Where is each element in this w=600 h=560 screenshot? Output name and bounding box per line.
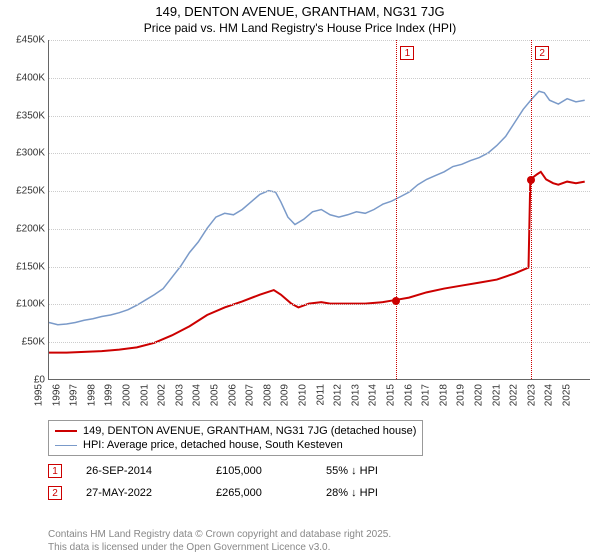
legend: 149, DENTON AVENUE, GRANTHAM, NG31 7JG (… xyxy=(48,420,423,456)
gridline xyxy=(49,191,590,192)
sale-date: 27-MAY-2022 xyxy=(86,487,216,499)
sale-price: £265,000 xyxy=(216,487,326,499)
y-tick-label: £250K xyxy=(10,186,45,197)
legend-item: HPI: Average price, detached house, Sout… xyxy=(55,438,416,452)
line-series xyxy=(49,40,590,379)
event-point xyxy=(527,176,535,184)
sale-price: £105,000 xyxy=(216,465,326,477)
y-tick-label: £400K xyxy=(10,72,45,83)
gridline xyxy=(49,304,590,305)
gridline xyxy=(49,116,590,117)
legend-item: 149, DENTON AVENUE, GRANTHAM, NG31 7JG (… xyxy=(55,424,416,438)
gridline xyxy=(49,342,590,343)
chart-title-line2: Price paid vs. HM Land Registry's House … xyxy=(0,19,600,35)
sale-marker: 2 xyxy=(48,486,62,500)
gridline xyxy=(49,40,590,41)
attribution-text: Contains HM Land Registry data © Crown c… xyxy=(48,528,391,554)
legend-label: HPI: Average price, detached house, Sout… xyxy=(83,439,343,451)
gridline xyxy=(49,153,590,154)
legend-label: 149, DENTON AVENUE, GRANTHAM, NG31 7JG (… xyxy=(83,425,416,437)
chart-title-line1: 149, DENTON AVENUE, GRANTHAM, NG31 7JG xyxy=(0,0,600,19)
attribution-line1: Contains HM Land Registry data © Crown c… xyxy=(48,528,391,541)
y-tick-label: £200K xyxy=(10,223,45,234)
event-marker-box: 1 xyxy=(400,46,414,60)
event-marker-box: 2 xyxy=(535,46,549,60)
y-tick-label: £300K xyxy=(10,148,45,159)
chart-container: £0£50K£100K£150K£200K£250K£300K£350K£400… xyxy=(10,40,590,410)
series-price_paid xyxy=(49,172,585,353)
event-line xyxy=(531,40,532,379)
legend-swatch xyxy=(55,445,77,446)
event-line xyxy=(396,40,397,379)
sale-marker: 1 xyxy=(48,464,62,478)
attribution-line2: This data is licensed under the Open Gov… xyxy=(48,541,391,554)
event-point xyxy=(392,297,400,305)
gridline xyxy=(49,229,590,230)
legend-swatch xyxy=(55,430,77,432)
y-tick-label: £350K xyxy=(10,110,45,121)
y-tick-label: £50K xyxy=(10,337,45,348)
sale-events-table: 1 26-SEP-2014£105,00055% ↓ HPI 2 27-MAY-202… xyxy=(48,460,378,504)
y-tick-label: £150K xyxy=(10,261,45,272)
sale-diff: 55% ↓ HPI xyxy=(326,465,378,477)
y-tick-label: £450K xyxy=(10,35,45,46)
sale-row: 2 27-MAY-2022£265,00028% ↓ HPI xyxy=(48,482,378,504)
sale-diff: 28% ↓ HPI xyxy=(326,487,378,499)
gridline xyxy=(49,78,590,79)
series-hpi xyxy=(49,91,585,325)
y-tick-label: £100K xyxy=(10,299,45,310)
plot-area: 12 xyxy=(48,40,590,380)
gridline xyxy=(49,267,590,268)
sale-row: 1 26-SEP-2014£105,00055% ↓ HPI xyxy=(48,460,378,482)
x-tick-label: 2025 xyxy=(561,384,590,406)
sale-date: 26-SEP-2014 xyxy=(86,465,216,477)
